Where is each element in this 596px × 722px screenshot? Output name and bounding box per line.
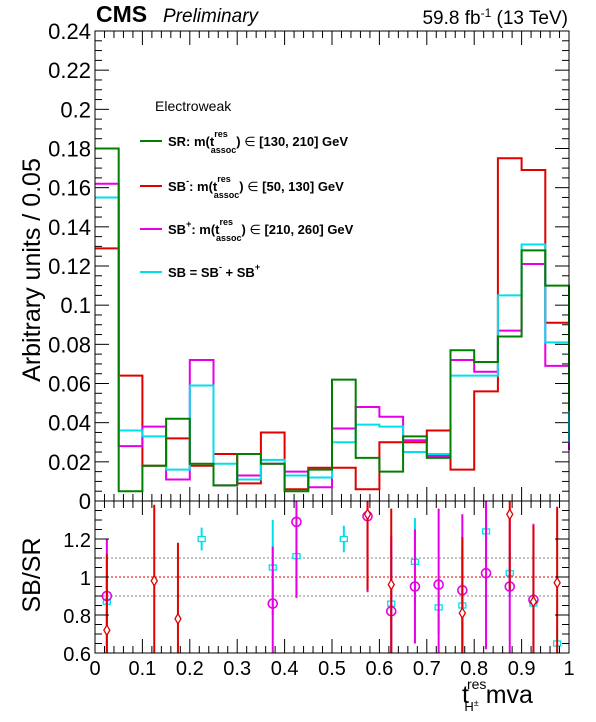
ratio-point-sbminus	[529, 595, 538, 608]
ratio-point-sbminus	[363, 508, 372, 521]
bottom-ylabel: SB/SR	[18, 537, 46, 612]
ratio-point-sbminus	[174, 612, 182, 626]
ratio-xtick-label: 0.1	[128, 658, 156, 680]
legend-entry-sr: SR: m(tres assoc) ∈ [130, 210] GeV	[168, 129, 348, 155]
ratio-point-sbminus	[387, 578, 396, 591]
top-ylabel: Arbitrary units / 0.05	[18, 158, 46, 382]
ratio-point-sbminus	[103, 623, 111, 637]
top-ytick-label: 0.16	[48, 176, 91, 201]
top-ytick-label: 0.2	[60, 97, 91, 122]
top-ytick-label: 0.24	[48, 19, 91, 44]
ratio-xtick-label: 0.8	[460, 658, 488, 680]
ratio-xtick-label: 0.9	[508, 658, 536, 680]
ratio-xtick-label: 0.2	[176, 658, 204, 680]
legend-title: Electroweak	[155, 98, 232, 114]
lumi-label: 59.8 fb-1 (13 TeV)	[422, 6, 568, 29]
ratio-point-sbplus	[480, 567, 492, 579]
top-ytick-label: 0.12	[48, 254, 91, 279]
ratio-ytick-label: 0.8	[63, 606, 91, 628]
ratio-xtick-label: 0.3	[223, 658, 251, 680]
legend-entry-sbp: SB+: m(tres assoc) ∈ [210, 260] GeV	[168, 217, 354, 243]
ratio-point-sbminus	[458, 606, 467, 620]
ratio-xtick-label: 0.5	[318, 658, 346, 680]
ratio-xtick-label: 1	[563, 658, 574, 680]
ratio-panel: 0.6 0.8 1 1.2 0 0.1 0.2 0.3 0.4 0.5 0.6 0.7 0.8 0.9 1	[63, 500, 575, 680]
ratio-point-sbplus	[267, 598, 279, 609]
top-ytick-label: 0.04	[48, 411, 91, 436]
ratio-point-sbminus	[505, 508, 514, 521]
legend-entry-sbm: SB-: m(tres assoc) ∈ [50, 130] GeV	[168, 174, 344, 200]
top-ytick-label: 0.1	[60, 293, 91, 318]
top-ytick-label: 0.02	[48, 450, 91, 475]
ratio-ytick-label: 0.6	[63, 644, 91, 666]
ratio-xtick-label: 0	[89, 658, 100, 680]
experiment-label: CMS	[96, 1, 147, 27]
bottom-xlabel: tres H± mva	[462, 676, 533, 714]
ratio-point-sb	[339, 535, 349, 543]
ratio-ytick-label: 1	[80, 568, 91, 590]
legend: Electroweak SR: m(tres assoc) ∈ [130, 210…	[140, 98, 354, 280]
ratio-point-sbplus	[291, 516, 302, 528]
status-label: Preliminary	[163, 6, 260, 27]
top-panel: 0 0.02 0.04 0.06 0.08 0.1 0.12 0.14 0.16 0.18 0.2 0…	[48, 19, 570, 514]
ratio-xtick-label: 0.4	[271, 658, 299, 680]
ratio-point-sbplus	[409, 581, 421, 592]
ratio-plot-frame	[94, 500, 570, 654]
ratio-ytick-label: 1.2	[63, 530, 91, 552]
top-ytick-label: 0.22	[48, 58, 91, 83]
hist-series-sr	[95, 147, 570, 493]
top-ytick-label: 0.14	[48, 215, 91, 240]
ratio-xtick-label: 0.7	[413, 658, 441, 680]
top-ytick-label: 0.18	[48, 137, 91, 162]
top-ytick-label: 0.06	[48, 372, 91, 397]
ratio-point-sbminus	[150, 574, 159, 588]
ratio-point-sbminus	[553, 576, 561, 589]
top-ytick-label: 0	[79, 489, 91, 514]
top-ytick-label: 0.08	[48, 332, 91, 357]
ratio-xtick-label: 0.6	[365, 658, 393, 680]
ratio-point-sbplus	[433, 579, 444, 590]
legend-entry-sb: SB = SB- + SB+	[168, 262, 260, 280]
ratio-point-sb	[197, 535, 206, 543]
